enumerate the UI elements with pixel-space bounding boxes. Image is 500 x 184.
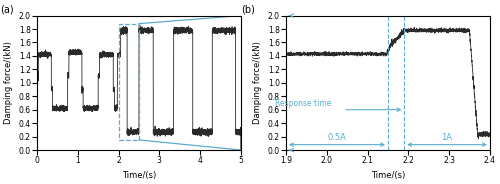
Text: 0.5A: 0.5A bbox=[328, 133, 346, 142]
Text: 1A: 1A bbox=[442, 133, 452, 142]
Y-axis label: Damping force/(kN): Damping force/(kN) bbox=[4, 41, 13, 124]
X-axis label: Time/(s): Time/(s) bbox=[371, 171, 405, 180]
Text: (b): (b) bbox=[242, 4, 255, 14]
X-axis label: Time/(s): Time/(s) bbox=[122, 171, 156, 180]
Y-axis label: Damping force/(kN): Damping force/(kN) bbox=[253, 41, 262, 124]
Text: (a): (a) bbox=[0, 4, 14, 14]
Text: Response time: Response time bbox=[274, 99, 331, 108]
